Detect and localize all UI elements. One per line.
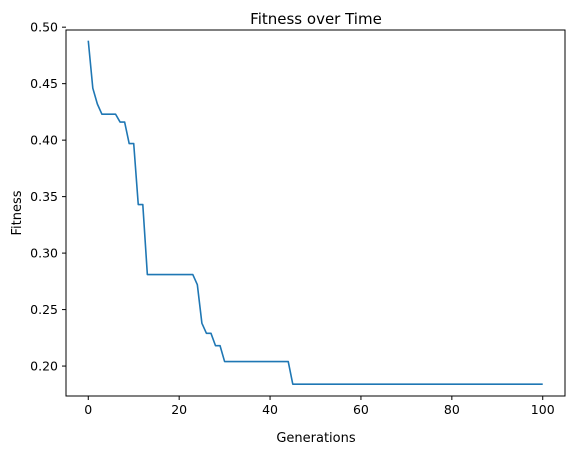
y-tick-label: 0.40 bbox=[30, 133, 58, 148]
x-tick-label: 40 bbox=[262, 402, 278, 417]
x-tick-label: 100 bbox=[531, 402, 555, 417]
y-tick-label: 0.35 bbox=[30, 189, 58, 204]
x-axis-label: Generations bbox=[276, 431, 356, 446]
x-axis-ticks: 0 20 40 60 80 100 bbox=[84, 396, 555, 417]
axes-frame bbox=[65, 29, 566, 397]
plot-area bbox=[87, 40, 543, 385]
y-axis-label: Fitness bbox=[10, 190, 25, 235]
y-tick-label: 0.20 bbox=[30, 359, 58, 374]
fitness-line bbox=[87, 40, 543, 385]
x-tick-label: 0 bbox=[84, 402, 92, 417]
y-tick-label: 0.25 bbox=[30, 302, 58, 317]
chart-title: Fitness over Time bbox=[250, 10, 382, 28]
x-tick-label: 80 bbox=[444, 402, 460, 417]
y-tick-label: 0.50 bbox=[30, 20, 58, 35]
y-tick-label: 0.30 bbox=[30, 246, 58, 261]
x-tick-label: 20 bbox=[171, 402, 187, 417]
y-axis-ticks: 0.20 0.25 0.30 0.35 0.40 0.45 0.50 bbox=[30, 20, 66, 374]
x-tick-label: 60 bbox=[353, 402, 369, 417]
y-tick-label: 0.45 bbox=[30, 76, 58, 91]
